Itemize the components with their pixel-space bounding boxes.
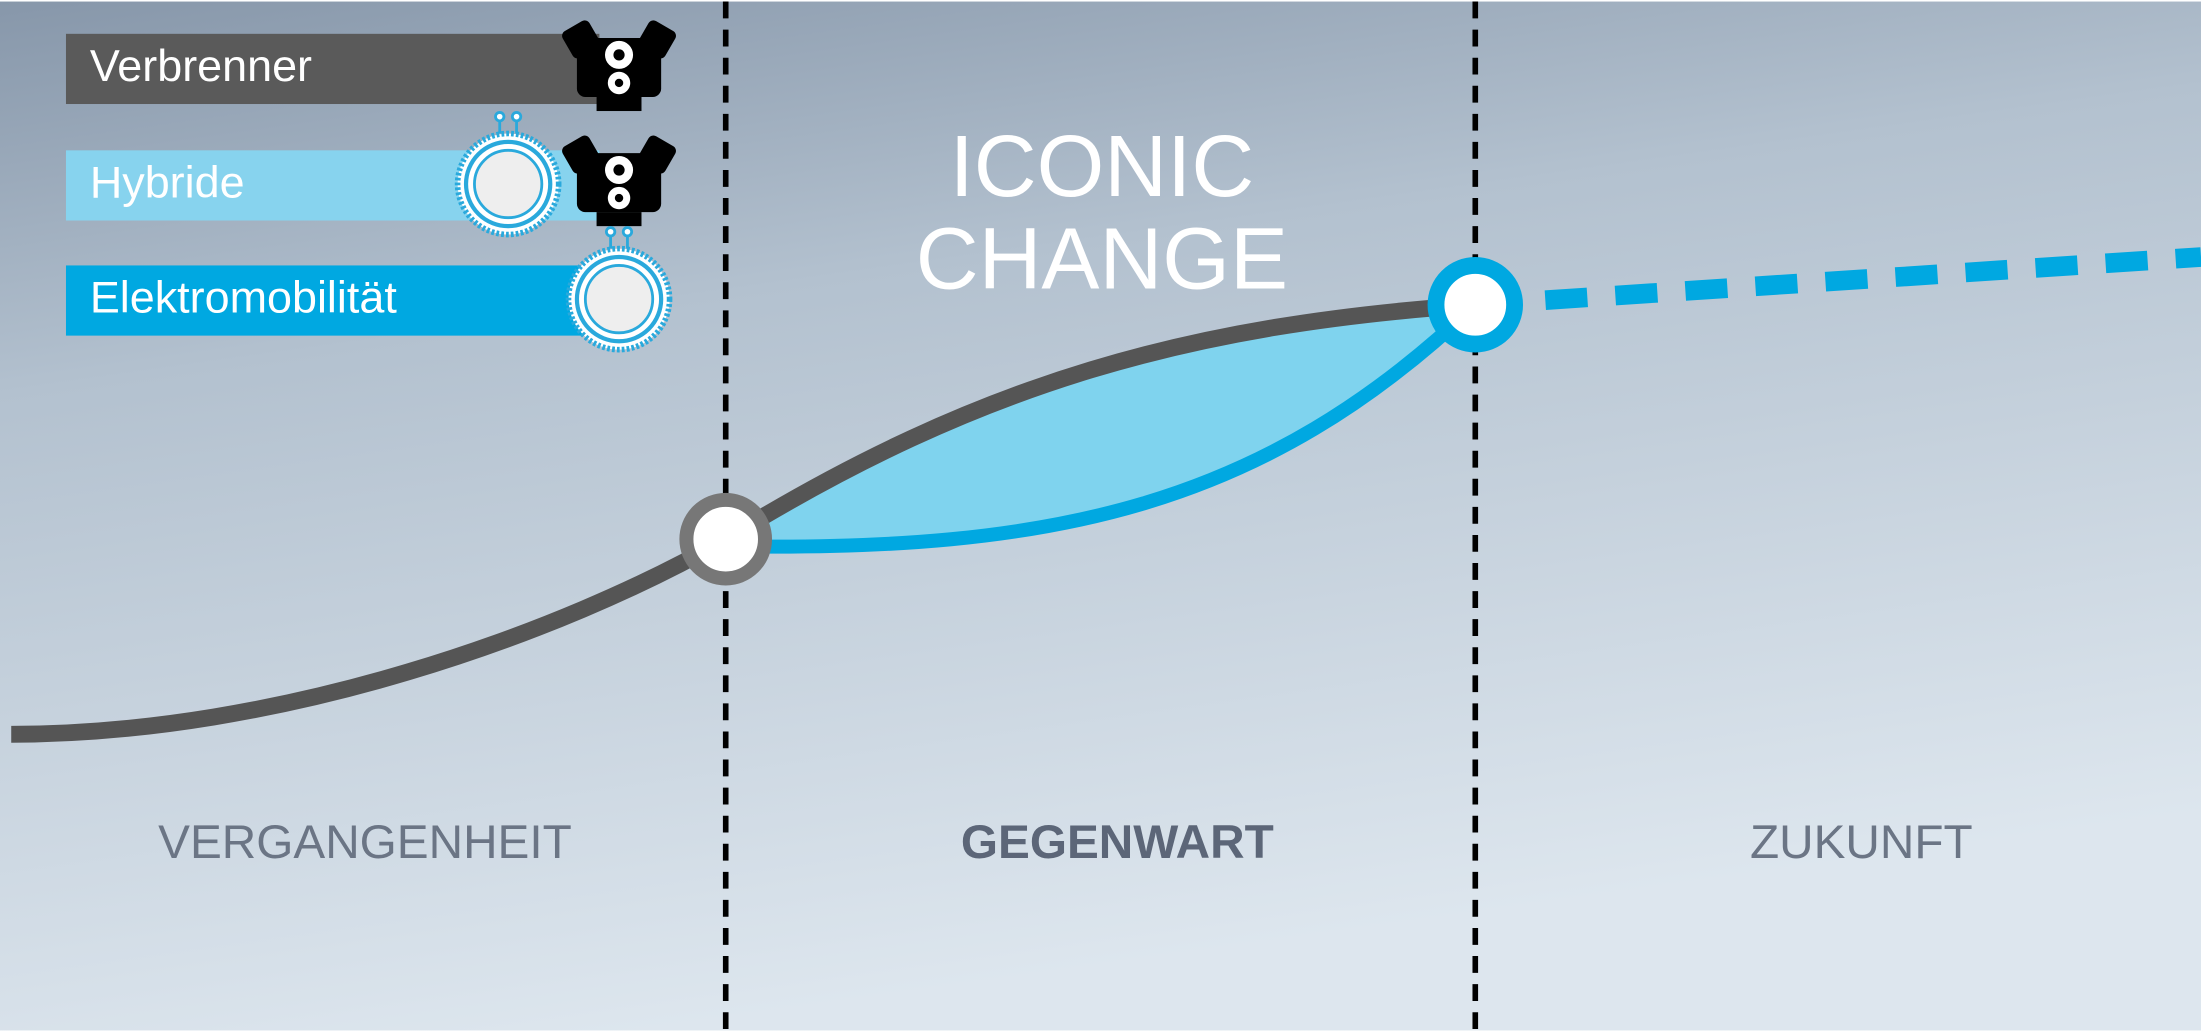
- title: CHANGE: [916, 210, 1288, 307]
- electric-curve: [725, 299, 1481, 554]
- period-label: VERGANGENHEIT: [158, 816, 572, 869]
- legend-label: Elektromobilität: [90, 271, 397, 322]
- period-label: ZUKUNFT: [1750, 816, 1973, 869]
- title: ICONIC: [950, 118, 1255, 215]
- period-label: GEGENWART: [961, 816, 1274, 869]
- future-line: [1474, 247, 2201, 315]
- node: [1427, 257, 1524, 353]
- transition-area: [725, 304, 1476, 547]
- legend-bar: [65, 265, 600, 336]
- legend-label: Verbrenner: [90, 40, 312, 91]
- legend-label: Hybride: [90, 156, 245, 207]
- node: [679, 492, 773, 586]
- legend-bar: [65, 33, 600, 105]
